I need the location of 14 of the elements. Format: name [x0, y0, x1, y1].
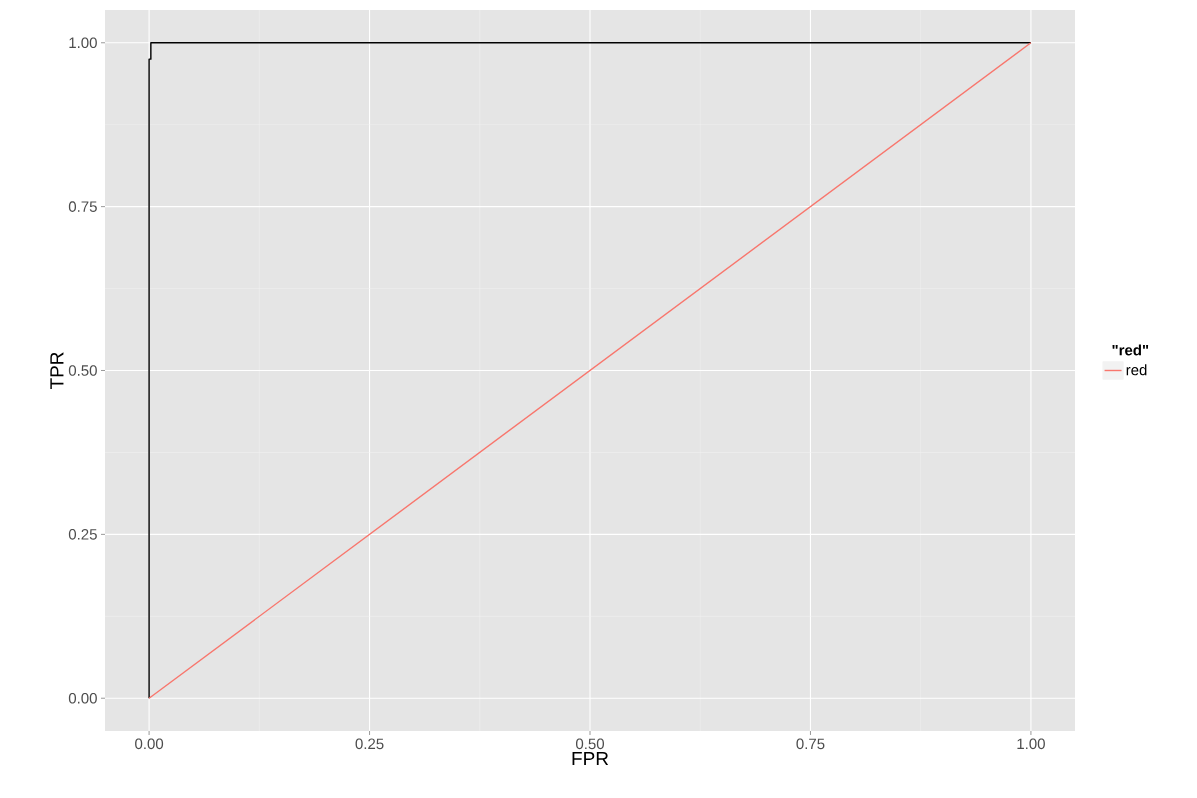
x-axis-title: FPR [572, 751, 609, 766]
legend-title: "red" [1112, 344, 1149, 356]
y-tick-label: 0.50 [68, 365, 97, 376]
y-tick-label: 1.00 [69, 37, 97, 49]
y-tick-label: 0.25 [68, 529, 97, 540]
x-tick-label: 0.50 [576, 738, 605, 750]
x-tick-label: 1.00 [1017, 738, 1045, 750]
x-tick-label: 0.25 [355, 738, 384, 750]
legend-label: red [1126, 364, 1147, 376]
y-axis-title: TPR [50, 352, 64, 390]
x-tick-label: 0.75 [796, 738, 825, 750]
y-tick-label: 0.75 [68, 201, 97, 212]
x-tick-label: 0.00 [135, 738, 164, 750]
y-tick-label: 0.00 [68, 692, 97, 704]
